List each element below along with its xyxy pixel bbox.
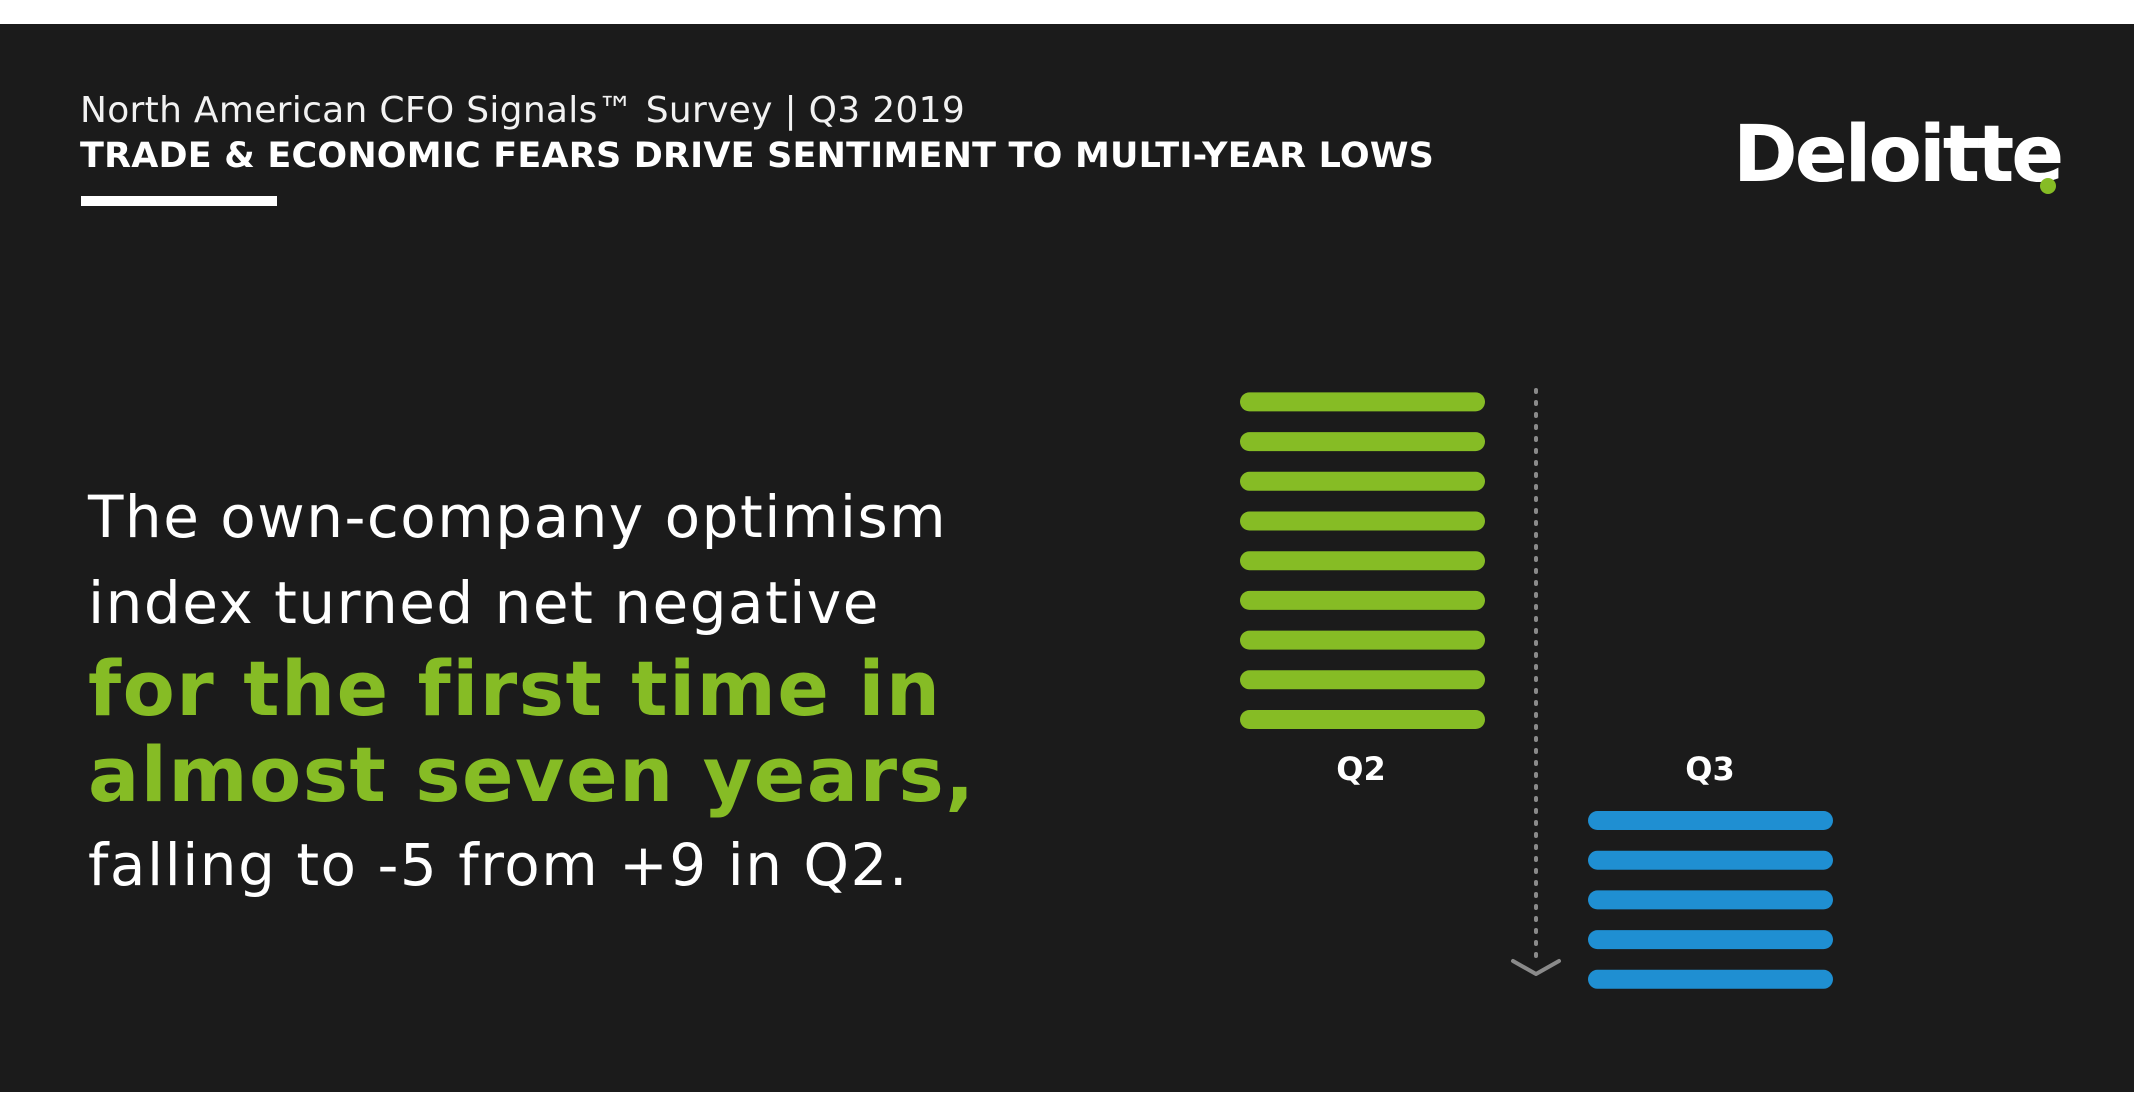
q3-bar-stripe xyxy=(1588,811,1833,830)
headline: TRADE & ECONOMIC FEARS DRIVE SENTIMENT T… xyxy=(80,136,1435,176)
q3-bar-stripe xyxy=(1588,850,1833,870)
q3-label: Q3 xyxy=(1685,750,1734,788)
q2-bar-stripe xyxy=(1240,471,1485,491)
q2-bar-stripe xyxy=(1240,630,1485,650)
q2-label: Q2 xyxy=(1336,750,1385,788)
q2-bar-stripe xyxy=(1240,710,1485,729)
q2-bar-stripe xyxy=(1240,670,1485,690)
message-highlight-1: for the first time in xyxy=(88,644,942,733)
key-message: The own-company optimism index turned ne… xyxy=(88,474,1088,908)
deloitte-logo: Deloitte xyxy=(1733,110,2064,200)
arrow-down-icon xyxy=(1511,959,1561,976)
q2-bar-stripe xyxy=(1240,590,1485,610)
message-line-1: The own-company optimism xyxy=(88,483,948,551)
q3-bar-stripe xyxy=(1588,930,1833,950)
q2-bar-stripe xyxy=(1240,511,1485,531)
survey-title: North American CFO Signals™ Survey | Q3 … xyxy=(80,90,966,131)
q3-bar-stripe xyxy=(1588,890,1833,910)
message-line-3: falling to -5 from +9 in Q2. xyxy=(88,831,909,899)
q2-bar-stripe xyxy=(1240,551,1485,571)
message-line-2: index turned net negative xyxy=(88,569,880,637)
q2-bar-stripe xyxy=(1240,392,1485,412)
q3-bar-stripe xyxy=(1588,969,1833,989)
infographic-panel: North American CFO Signals™ Survey | Q3 … xyxy=(0,24,2134,1092)
logo-dot xyxy=(2040,178,2056,194)
message-highlight-2: almost seven years, xyxy=(88,730,976,819)
headline-underline xyxy=(81,196,277,206)
q2-bar-stripe xyxy=(1240,432,1485,452)
